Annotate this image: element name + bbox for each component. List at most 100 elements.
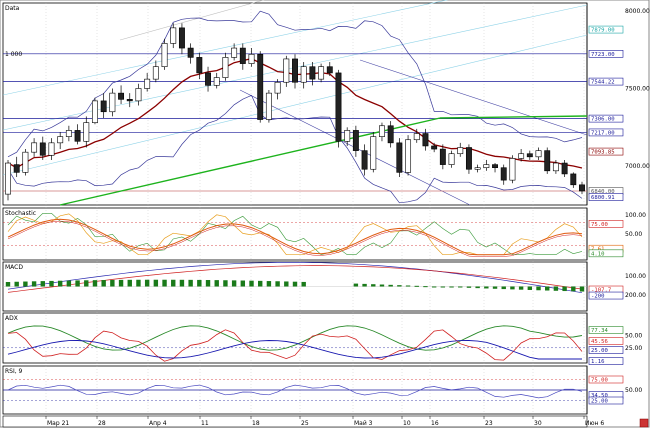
macd-histogram-bar (231, 280, 237, 287)
price-tag-box (588, 128, 624, 137)
candle-body (144, 78, 151, 89)
time-axis-tick: 16 (431, 420, 439, 427)
candle-body (13, 164, 20, 173)
candle-body (161, 43, 168, 68)
stochastic-slow (7, 220, 583, 257)
macd-histogram-bar (449, 286, 454, 288)
time-axis-tick: 28 (98, 420, 106, 427)
macd-histogram-bar (440, 286, 446, 288)
candle-body (100, 100, 107, 113)
macd-axis-tick: 100.00 (625, 273, 646, 280)
adx-tag-label: 45.56 (591, 339, 608, 345)
macd-histogram-bar (484, 286, 489, 289)
macd-histogram-bar (188, 279, 193, 287)
candle-body (500, 167, 507, 181)
candle-body (431, 145, 438, 150)
macd-histogram-bar (397, 285, 402, 287)
adx-minus-di (7, 329, 583, 362)
macd-histogram-bar (423, 286, 428, 288)
price-left-marker: 1 000 (5, 51, 22, 58)
macd-tag-label: -200 (591, 294, 604, 300)
time-axis-tick: 18 (252, 420, 260, 427)
candle-body (509, 158, 516, 181)
candle-body (239, 47, 246, 64)
panel-frame-stoch (2, 207, 588, 261)
macd-histogram-bar (579, 286, 585, 292)
time-axis-tick: 30 (534, 420, 542, 427)
time-axis-tick: Мар 21 (47, 420, 69, 427)
rsi-line (7, 384, 583, 399)
candle-body (205, 72, 211, 86)
candle-body (265, 92, 272, 120)
price-tag-label: 7723.00 (591, 52, 615, 58)
moving-average-slow (439, 115, 588, 119)
candle-body (57, 136, 64, 144)
macd-histogram-bar (75, 280, 80, 287)
macd-histogram-bar (127, 279, 132, 287)
candle-body (405, 139, 412, 173)
rsi-tag-box (588, 396, 624, 405)
candle-body (292, 58, 298, 83)
candle-body (92, 100, 98, 123)
close-icon (639, 418, 649, 428)
candle-body (352, 130, 359, 151)
macd-histogram-bar (275, 281, 280, 287)
candle-body (335, 72, 342, 142)
candle-body (465, 147, 472, 170)
price-tag-box (588, 193, 624, 201)
macd-histogram-bar (545, 286, 550, 291)
macd-axis-tick: 200.00 (625, 292, 646, 299)
time-axis-tick: 23 (485, 420, 493, 427)
price-tag-label: 7879.00 (591, 28, 615, 34)
price-tag-label: 6800.91 (591, 195, 615, 201)
macd-tag-box (588, 291, 624, 300)
macd-histogram-bar (84, 280, 89, 287)
price-tag-box (588, 77, 624, 86)
trend-line (359, 59, 588, 136)
time-axis-tick: 11 (201, 420, 209, 427)
candle-body (448, 153, 455, 165)
macd-histogram-bar (240, 280, 246, 287)
macd-histogram-bar (179, 279, 185, 287)
bollinger-lower (7, 94, 583, 204)
macd-histogram-bar (405, 285, 411, 287)
price-tag-label: 7093.85 (591, 150, 615, 156)
candle-body (396, 142, 403, 173)
time-axis-tick: Май 3 (354, 420, 373, 427)
candle-body (257, 53, 264, 120)
macd-histogram-bar (14, 281, 19, 287)
price-tag-box (588, 25, 624, 34)
candle-body (83, 122, 90, 142)
macd-histogram-bar (458, 286, 463, 288)
price-panel-title: Data (5, 5, 20, 12)
macd-histogram-bar (101, 280, 106, 287)
candle-body (535, 150, 542, 158)
candle-body (326, 66, 333, 74)
rsi-tag-label: 34.50 (591, 393, 608, 399)
time-axis (2, 415, 588, 428)
candle-body (526, 153, 533, 158)
candle-body (213, 77, 220, 86)
macd-histogram-bar (266, 281, 272, 287)
candle-body (196, 57, 203, 74)
stochastic-axis-tick: 50.00 (625, 231, 642, 238)
macd-histogram-bar (371, 284, 376, 287)
price-tag-label: 6840.00 (591, 189, 615, 195)
price-tag-label: 7306.00 (591, 117, 615, 123)
macd-histogram-bar (475, 286, 480, 289)
stochastic-tag-box (588, 249, 624, 258)
macd-histogram-bar (527, 286, 533, 290)
macd-histogram-bar (118, 279, 124, 287)
candle-body (39, 142, 46, 156)
macd-histogram-bar (571, 286, 576, 292)
candle-body (170, 27, 177, 44)
adx-line (7, 325, 583, 351)
candle-body (283, 58, 290, 83)
candle-body (118, 92, 125, 100)
price-axis-tick: 7500.00 (625, 85, 650, 92)
price-tag-box (588, 114, 624, 123)
macd-histogram-bar (301, 281, 306, 287)
macd-histogram-bar (171, 279, 176, 287)
